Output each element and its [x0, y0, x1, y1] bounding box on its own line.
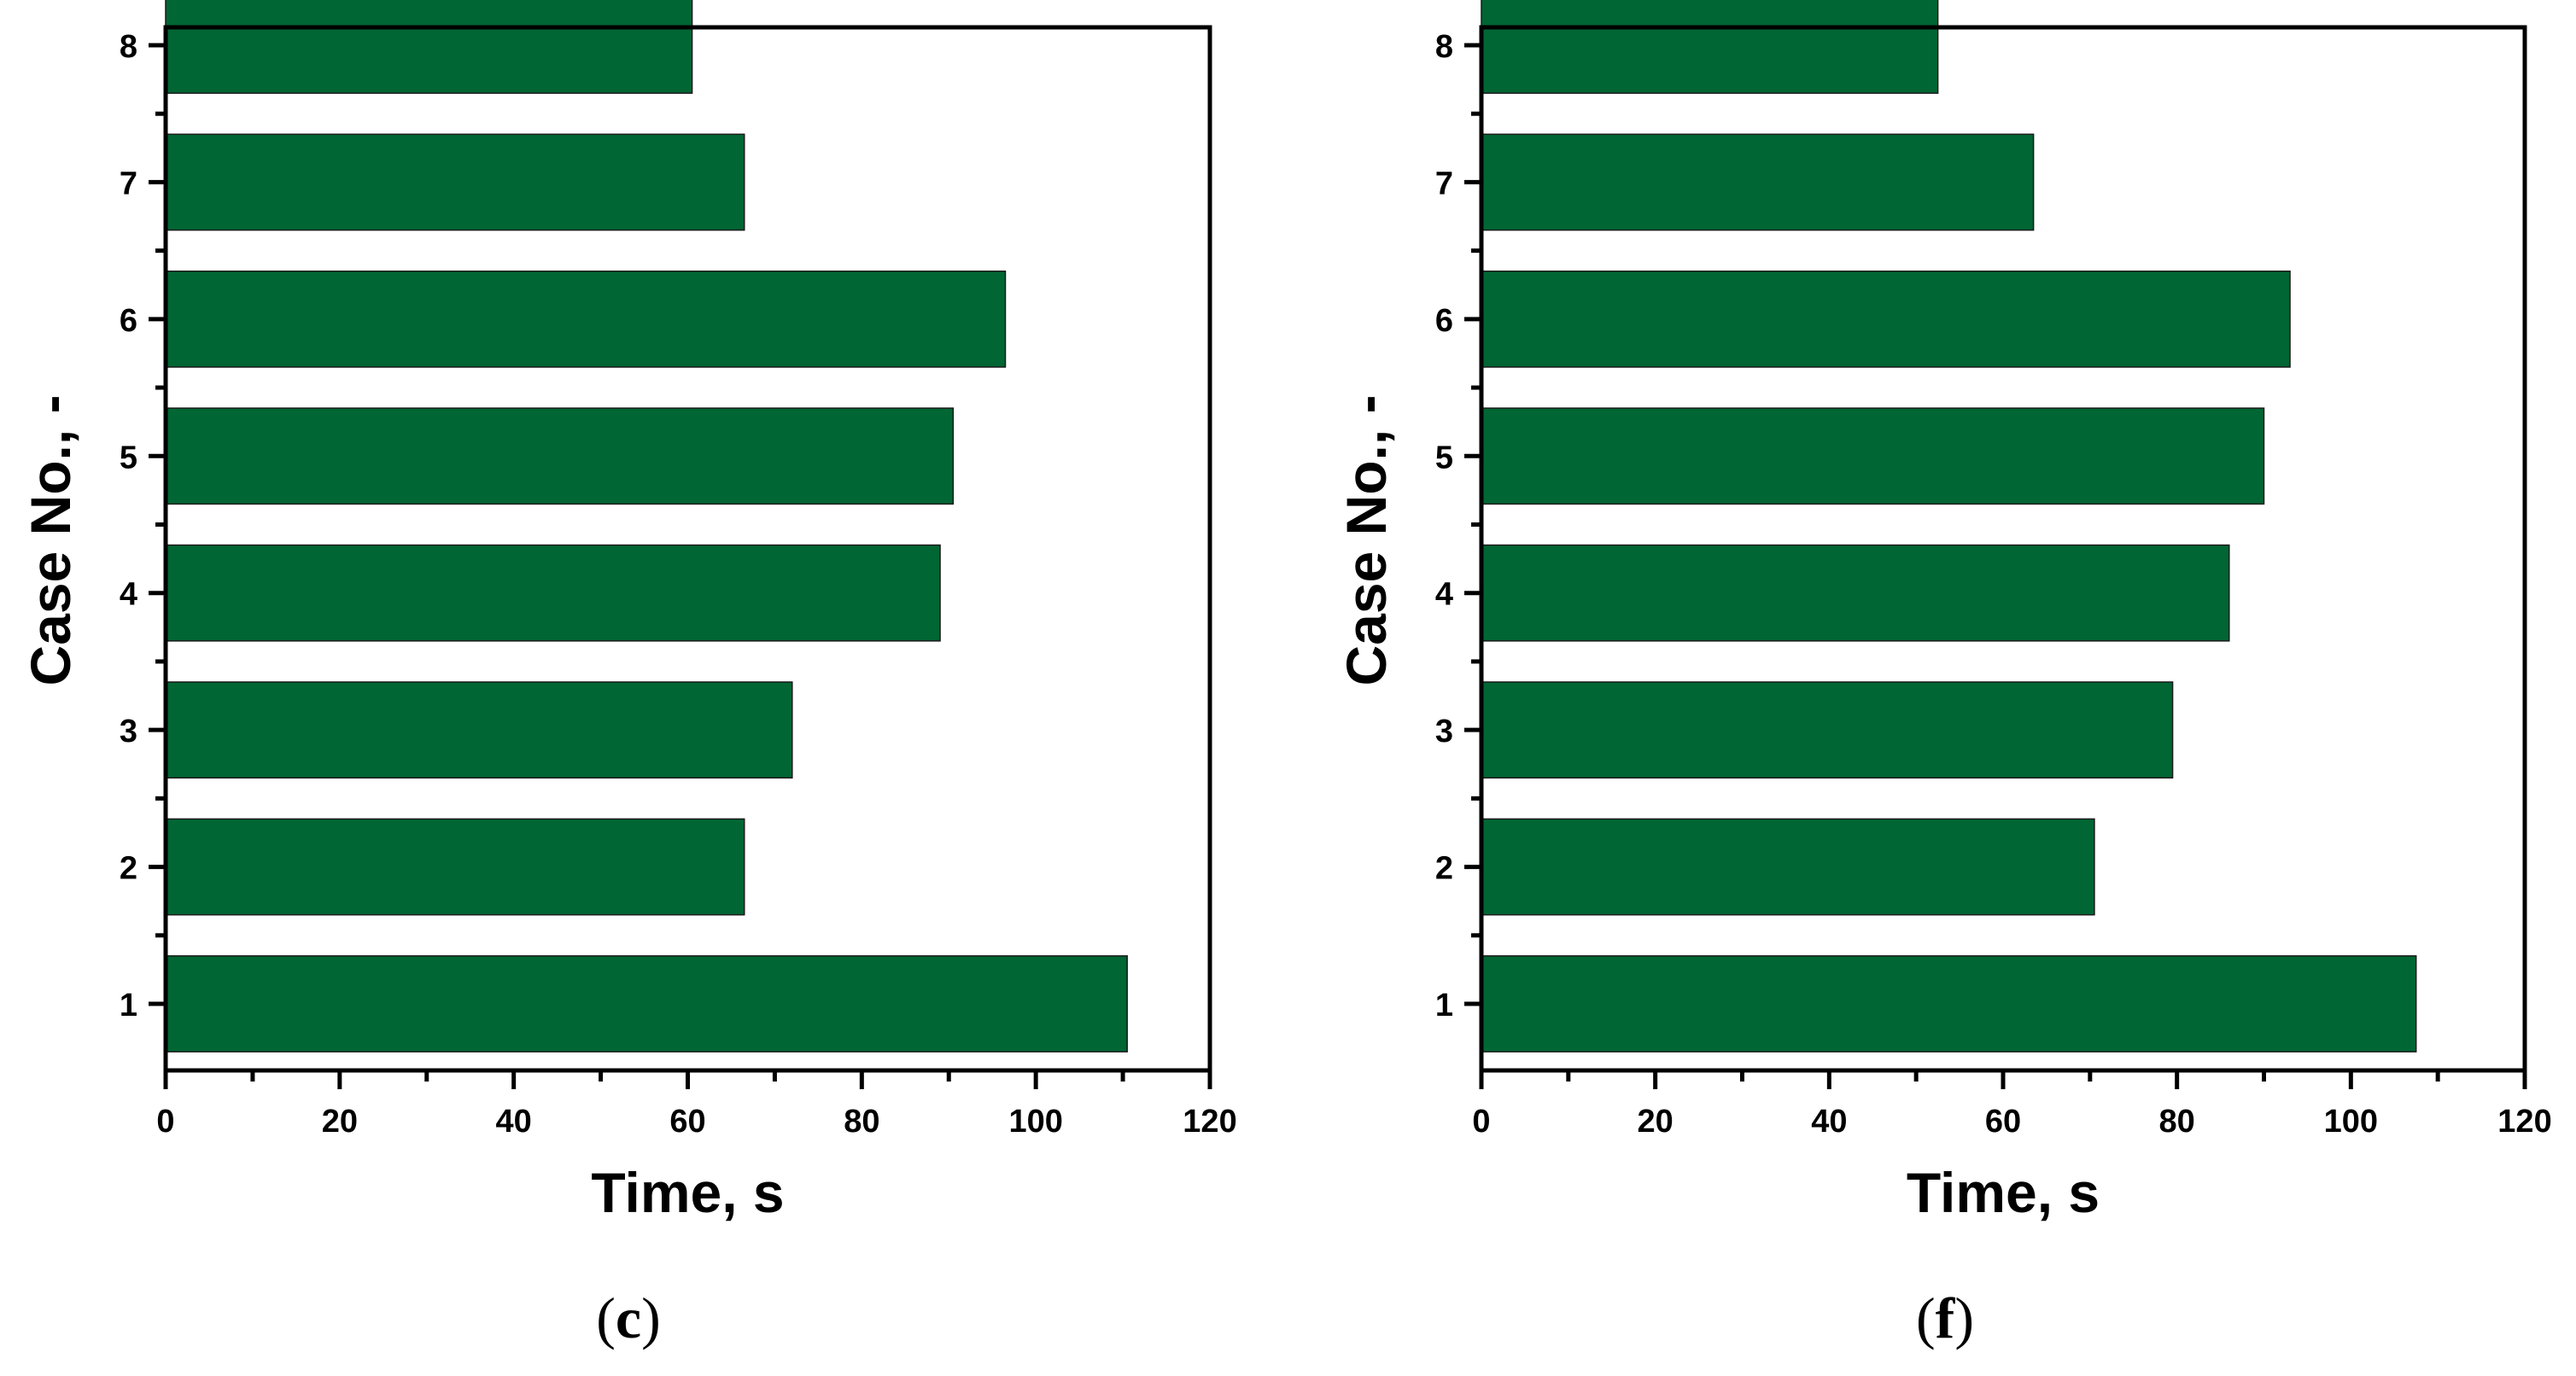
x-tick-label: 120	[2497, 1104, 2551, 1140]
y-tick-label: 7	[120, 166, 137, 201]
y-tick-label: 1	[120, 988, 137, 1023]
bar-case-3	[165, 681, 793, 779]
x-tick-label: 60	[1985, 1104, 2021, 1140]
y-tick-label: 3	[1435, 714, 1453, 749]
bar-case-4	[165, 544, 941, 642]
y-tick-label: 2	[120, 851, 137, 887]
y-tick-label: 2	[1435, 851, 1453, 887]
x-tick-label: 120	[1183, 1104, 1236, 1140]
x-axis-title: Time, s	[1907, 1161, 2100, 1224]
bar-case-8	[1481, 0, 1939, 94]
x-tick-label: 20	[1638, 1104, 1674, 1140]
y-tick-label: 3	[120, 714, 137, 749]
x-tick-label: 80	[2159, 1104, 2195, 1140]
chart-panel-f: 0 20 40 60 80 100 120 1 2 3 4 5 6 7 8 Time, s Case No., …	[1335, 0, 2552, 1350]
chart-panel-c: 0 20 40 60 80 100 120 1 2 3 4 5 6 7 8 Time, s Case No., …	[19, 0, 1237, 1350]
panel-caption: (c)	[596, 1286, 661, 1350]
bar-case-1	[1481, 955, 2417, 1052]
x-tick-label: 80	[844, 1104, 879, 1140]
y-tick-label: 7	[1435, 166, 1453, 201]
bar-case-6	[1481, 270, 2291, 368]
bar-case-5	[1481, 407, 2265, 505]
bar-case-2	[165, 818, 745, 916]
y-tick-label: 8	[1435, 29, 1453, 65]
y-tick-label: 5	[1435, 440, 1453, 475]
x-tick-label: 0	[156, 1104, 174, 1140]
x-axis-title: Time, s	[591, 1161, 784, 1224]
bar-case-4	[1481, 544, 2230, 642]
y-tick-label: 6	[1435, 303, 1453, 339]
y-axis-title: Case No., -	[19, 394, 82, 685]
x-tick-label: 100	[1008, 1104, 1062, 1140]
x-tick-label: 40	[1811, 1104, 1847, 1140]
bar-case-7	[1481, 133, 2035, 231]
y-tick-label: 6	[120, 303, 137, 339]
y-tick-label: 1	[1435, 988, 1453, 1023]
bar-case-8	[165, 0, 693, 94]
bar-case-7	[165, 133, 745, 231]
panel-caption: (f)	[1916, 1286, 1974, 1350]
x-tick-label: 20	[322, 1104, 358, 1140]
y-tick-label: 8	[120, 29, 137, 65]
bar-case-2	[1481, 818, 2095, 916]
y-axis-title: Case No., -	[1335, 394, 1398, 685]
y-tick-label: 4	[1435, 577, 1453, 613]
bar-case-5	[165, 407, 955, 505]
bar-case-3	[1481, 681, 2174, 779]
x-tick-label: 40	[496, 1104, 532, 1140]
bar-case-1	[165, 955, 1128, 1052]
x-tick-label: 60	[669, 1104, 705, 1140]
y-tick-label: 5	[120, 440, 137, 475]
bar-case-6	[165, 270, 1007, 368]
x-tick-label: 100	[2324, 1104, 2378, 1140]
x-tick-label: 0	[1472, 1104, 1490, 1140]
y-tick-label: 4	[120, 577, 137, 613]
